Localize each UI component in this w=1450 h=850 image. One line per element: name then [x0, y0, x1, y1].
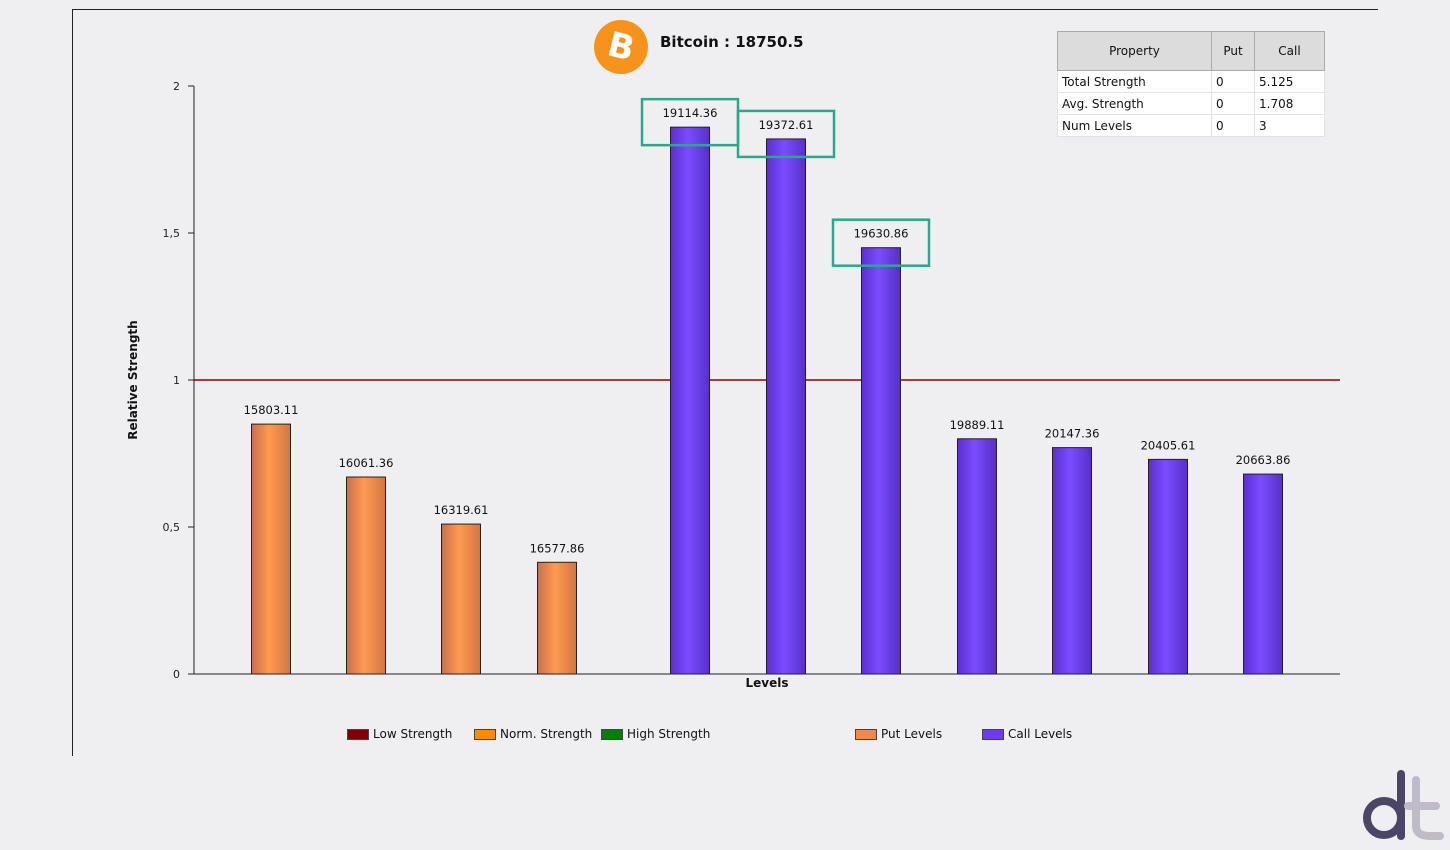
summary-table-header: Property Put Call [1057, 31, 1325, 71]
bar-label: 15803.11 [244, 403, 299, 417]
bar-label: 20663.86 [1236, 453, 1291, 467]
legend-swatch-high-strength [601, 728, 623, 740]
table-cell: 0 [1211, 114, 1255, 137]
legend-label: High Strength [627, 727, 711, 741]
legend-swatch-low-strength [347, 728, 369, 740]
bar-label: 20405.61 [1141, 438, 1196, 452]
chart-header: B Bitcoin : 18750.5 [588, 14, 804, 80]
legend-swatch-call-levels [982, 728, 1004, 740]
table-row: Num Levels 0 3 [1057, 114, 1325, 137]
column-header-put[interactable]: Put [1211, 31, 1255, 71]
y-tick-label: 1,5 [163, 227, 181, 240]
chart-panel [72, 9, 1378, 756]
bar [957, 438, 997, 675]
legend-label: Call Levels [1008, 727, 1073, 741]
table-cell: 5.125 [1254, 70, 1325, 93]
highlight-box [736, 109, 836, 159]
bar [441, 523, 481, 675]
bar-label: 16319.61 [434, 503, 489, 517]
bar-label: 20147.36 [1045, 427, 1100, 441]
table-cell: Total Strength [1057, 70, 1212, 93]
legend-item-call-levels[interactable]: Call Levels [982, 727, 1072, 741]
bar-label: 19372.61 [759, 118, 814, 132]
bitcoin-logo-icon: B [588, 14, 654, 80]
chart-title: Bitcoin : 18750.5 [660, 33, 804, 51]
bar [1148, 458, 1188, 675]
table-cell: Avg. Strength [1057, 92, 1212, 115]
legend-item-norm-strength[interactable]: Norm. Strength [474, 727, 592, 741]
bar [537, 561, 577, 675]
table-cell: 0 [1211, 92, 1255, 115]
bar [1052, 447, 1092, 675]
bar [1243, 473, 1283, 675]
y-tick-label: 2 [173, 80, 180, 93]
table-row: Total Strength 0 5.125 [1057, 70, 1325, 93]
bar [346, 476, 386, 675]
y-tick-label: 0,5 [163, 521, 181, 534]
legend-item-low-strength[interactable]: Low Strength [347, 727, 452, 741]
bar [251, 423, 291, 675]
table-cell: 3 [1254, 114, 1325, 137]
y-tick-label: 1 [173, 374, 180, 387]
bar [766, 138, 806, 675]
legend-item-high-strength[interactable]: High Strength [601, 727, 710, 741]
legend-label: Low Strength [373, 727, 453, 741]
bar-label: 16577.86 [530, 541, 585, 555]
y-tick-label: 0 [173, 668, 180, 681]
bar-label: 19630.86 [854, 227, 909, 241]
column-header-call[interactable]: Call [1254, 31, 1325, 71]
table-cell: Num Levels [1057, 114, 1212, 137]
y-axis-title: Relative Strength [126, 320, 140, 439]
bar-label: 19889.11 [950, 418, 1005, 432]
bar-label: 19114.36 [663, 106, 718, 120]
table-cell: 1.708 [1254, 92, 1325, 115]
highlight-box [831, 218, 931, 267]
table-cell: 0 [1211, 70, 1255, 93]
legend-label: Put Levels [881, 727, 943, 741]
column-header-property[interactable]: Property [1057, 31, 1212, 71]
bar [861, 247, 901, 675]
legend-swatch-norm-strength [474, 728, 496, 740]
brand-logo-icon [1363, 770, 1444, 840]
bar-label: 16061.36 [339, 456, 394, 470]
summary-table: Property Put Call Total Strength 0 5.125… [1057, 31, 1325, 137]
legend-item-put-levels[interactable]: Put Levels [855, 727, 942, 741]
table-row: Avg. Strength 0 1.708 [1057, 92, 1325, 115]
bar [670, 126, 710, 675]
legend-swatch-put-levels [855, 728, 877, 740]
x-axis-title: Levels [745, 676, 788, 690]
legend-label: Norm. Strength [500, 727, 593, 741]
